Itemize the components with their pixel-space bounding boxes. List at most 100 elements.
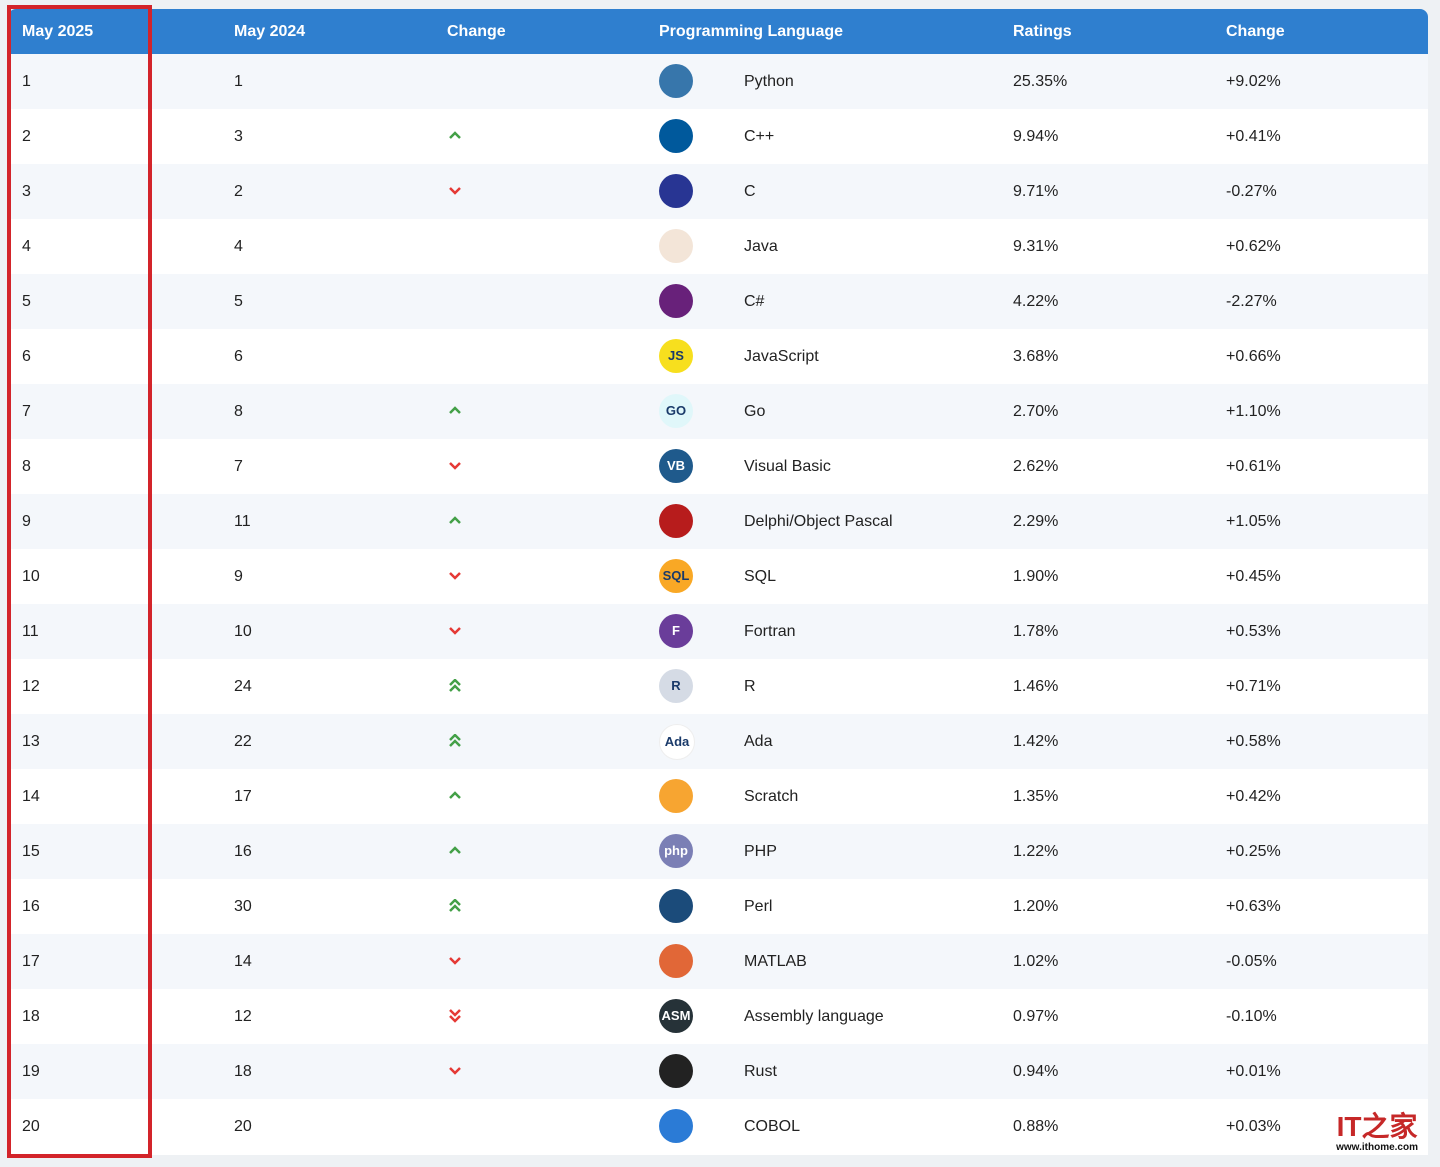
- trend-arrow: [449, 733, 461, 747]
- rank-2025: 14: [22, 788, 40, 805]
- language-name: Rust: [744, 1063, 777, 1080]
- watermark-logo: IT之家: [1336, 1111, 1418, 1142]
- table-row: 17 14 MATLAB 1.02% -0.05%: [8, 934, 1428, 989]
- rating-change: +0.61%: [1226, 458, 1281, 475]
- rating: 2.62%: [1013, 458, 1059, 475]
- header-cell: May 2024: [234, 23, 306, 40]
- trend-arrow: [449, 516, 461, 524]
- trend-arrow: [449, 791, 461, 799]
- trend-arrow: [449, 1067, 461, 1075]
- trend: [448, 129, 462, 148]
- table-row: 20 20 COBOL 0.88% +0.03%: [8, 1099, 1428, 1154]
- rank-2025: 4: [22, 238, 31, 255]
- rank-2024: 30: [234, 898, 252, 915]
- rank-2024: 9: [234, 568, 243, 585]
- language-name: R: [744, 678, 756, 695]
- rating: 1.22%: [1013, 843, 1059, 860]
- trend: [448, 569, 462, 588]
- rank-2024: 6: [234, 348, 243, 365]
- trend-arrow: [449, 846, 461, 854]
- table-row: 2 3 C++ 9.94% +0.41%: [8, 109, 1428, 164]
- table-row: 14 17 Scratch 1.35% +0.42%: [8, 769, 1428, 824]
- rank-2025: 12: [22, 678, 40, 695]
- rating: 0.97%: [1013, 1008, 1059, 1025]
- rating-change: -0.10%: [1226, 1008, 1277, 1025]
- trend-arrow: [449, 898, 461, 912]
- language-name: Java: [744, 238, 778, 255]
- table-row: 6 6 JS JavaScript 3.68% +0.66%: [8, 329, 1428, 384]
- table-row: 4 4 Java 9.31% +0.62%: [8, 219, 1428, 274]
- rating-change: +9.02%: [1226, 73, 1281, 90]
- trend-arrow: [449, 957, 461, 965]
- language-icon: Ada: [659, 724, 695, 760]
- table-row: 5 5 C# 4.22% -2.27%: [8, 274, 1428, 329]
- language-name: Go: [744, 403, 766, 420]
- rating: 1.46%: [1013, 678, 1059, 695]
- rating: 9.31%: [1013, 238, 1059, 255]
- rank-2025: 5: [22, 293, 31, 310]
- table-header: May 2025 May 2024 Change Programming Langua…: [8, 9, 1428, 54]
- language-name: C: [744, 183, 756, 200]
- rank-2025: 11: [22, 623, 39, 640]
- language-name: Python: [744, 73, 794, 90]
- table-row: 7 8 GO Go 2.70% +1.10%: [8, 384, 1428, 439]
- rating-change: +0.58%: [1226, 733, 1281, 750]
- rank-2025: 1: [22, 73, 31, 90]
- language-name: Delphi/Object Pascal: [744, 513, 893, 530]
- rank-2025: 7: [22, 403, 31, 420]
- language-icon: [659, 504, 693, 538]
- rating-change: +0.03%: [1226, 1118, 1281, 1135]
- language-icon: [659, 1109, 693, 1143]
- watermark-url: www.ithome.com: [1336, 1142, 1418, 1153]
- rank-2025: 13: [22, 733, 40, 750]
- language-icon: VB: [659, 449, 693, 483]
- trend: [448, 898, 462, 918]
- rating-change: +0.01%: [1226, 1063, 1281, 1080]
- language-name: Visual Basic: [744, 458, 831, 475]
- language-icon: ASM: [659, 999, 693, 1033]
- rank-2025: 9: [22, 513, 31, 530]
- language-icon: [659, 174, 693, 208]
- header-cell: Change: [1226, 23, 1285, 40]
- language-icon: [659, 284, 693, 318]
- rating-change: +0.45%: [1226, 568, 1281, 585]
- watermark: IT之家 www.ithome.com: [1336, 1111, 1418, 1154]
- language-name: Ada: [744, 733, 773, 750]
- rank-2025: 18: [22, 1008, 40, 1025]
- table-row: 13 22 Ada Ada 1.42% +0.58%: [8, 714, 1428, 769]
- rating-change: +1.10%: [1226, 403, 1281, 420]
- rating-change: +0.66%: [1226, 348, 1281, 365]
- rank-2024: 12: [234, 1008, 252, 1025]
- language-name: JavaScript: [744, 348, 819, 365]
- rank-2025: 6: [22, 348, 31, 365]
- rank-2024: 18: [234, 1063, 252, 1080]
- rating: 2.29%: [1013, 513, 1059, 530]
- rank-2025: 10: [22, 568, 40, 585]
- rank-2025: 2: [22, 128, 31, 145]
- language-name: SQL: [744, 568, 777, 585]
- trend: [448, 1009, 462, 1028]
- trend: [448, 954, 462, 973]
- table-row: 8 7 VB Visual Basic 2.62% +0.61%: [8, 439, 1428, 494]
- language-name: MATLAB: [744, 953, 807, 970]
- rank-2024: 11: [234, 513, 251, 530]
- highlight-box: [7, 5, 152, 1158]
- trend-arrow: [449, 627, 461, 635]
- trend-arrow: [449, 1009, 461, 1023]
- language-icon: [659, 1054, 693, 1088]
- rating: 9.94%: [1013, 128, 1059, 145]
- trend: [448, 459, 462, 478]
- trend: [448, 404, 462, 423]
- rating: 1.90%: [1013, 568, 1059, 585]
- rank-2024: 10: [234, 623, 252, 640]
- table-row: 18 12 ASM Assembly language 0.97% -0.10%: [8, 989, 1428, 1044]
- language-icon: [659, 119, 693, 153]
- rank-2025: 3: [22, 183, 31, 200]
- language-name: C#: [744, 293, 765, 310]
- table-row: 10 9 SQL SQL 1.90% +0.45%: [8, 549, 1428, 604]
- header-cell: May 2025: [22, 23, 94, 40]
- table-row: 1 1 Python 25.35% +9.02%: [8, 54, 1428, 109]
- header-cell: Programming Language: [659, 23, 844, 40]
- language-name: Scratch: [744, 788, 799, 805]
- rank-2024: 22: [234, 733, 252, 750]
